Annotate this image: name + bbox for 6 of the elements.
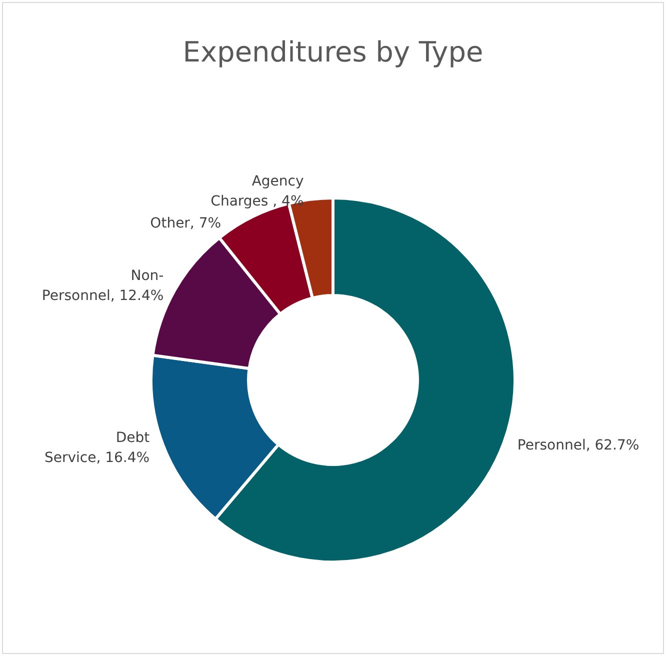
slice-label: Agency Charges , 4%	[210, 173, 304, 210]
slice-label: Non-Personnel, 12.4%	[42, 268, 164, 304]
slice-label: Other, 7%	[150, 215, 222, 232]
slice-label: Personnel, 62.7%	[517, 437, 640, 454]
chart-title: Expenditures by Type	[182, 36, 484, 68]
slice-label: Debt Service, 16.4%	[44, 430, 150, 466]
